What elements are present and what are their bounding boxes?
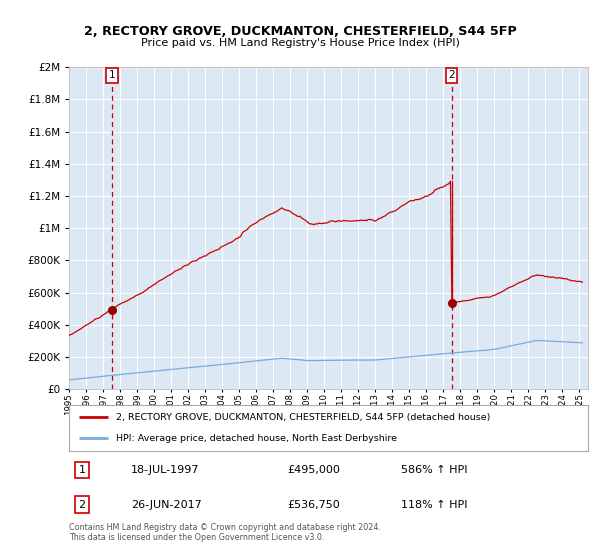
Text: Contains HM Land Registry data © Crown copyright and database right 2024.
This d: Contains HM Land Registry data © Crown c… (69, 523, 381, 543)
Text: 1: 1 (109, 70, 116, 80)
Text: Price paid vs. HM Land Registry's House Price Index (HPI): Price paid vs. HM Land Registry's House … (140, 38, 460, 48)
Text: 586% ↑ HPI: 586% ↑ HPI (401, 465, 467, 475)
Text: 26-JUN-2017: 26-JUN-2017 (131, 500, 202, 510)
Text: £536,750: £536,750 (287, 500, 340, 510)
Text: HPI: Average price, detached house, North East Derbyshire: HPI: Average price, detached house, Nort… (116, 434, 397, 443)
Text: 118% ↑ HPI: 118% ↑ HPI (401, 500, 467, 510)
Text: 2: 2 (448, 70, 455, 80)
Text: 2, RECTORY GROVE, DUCKMANTON, CHESTERFIELD, S44 5FP: 2, RECTORY GROVE, DUCKMANTON, CHESTERFIE… (83, 25, 517, 38)
Text: 2, RECTORY GROVE, DUCKMANTON, CHESTERFIELD, S44 5FP (detached house): 2, RECTORY GROVE, DUCKMANTON, CHESTERFIE… (116, 413, 490, 422)
Text: 2: 2 (79, 500, 86, 510)
Text: £495,000: £495,000 (287, 465, 340, 475)
Text: 18-JUL-1997: 18-JUL-1997 (131, 465, 200, 475)
Text: 1: 1 (79, 465, 85, 475)
